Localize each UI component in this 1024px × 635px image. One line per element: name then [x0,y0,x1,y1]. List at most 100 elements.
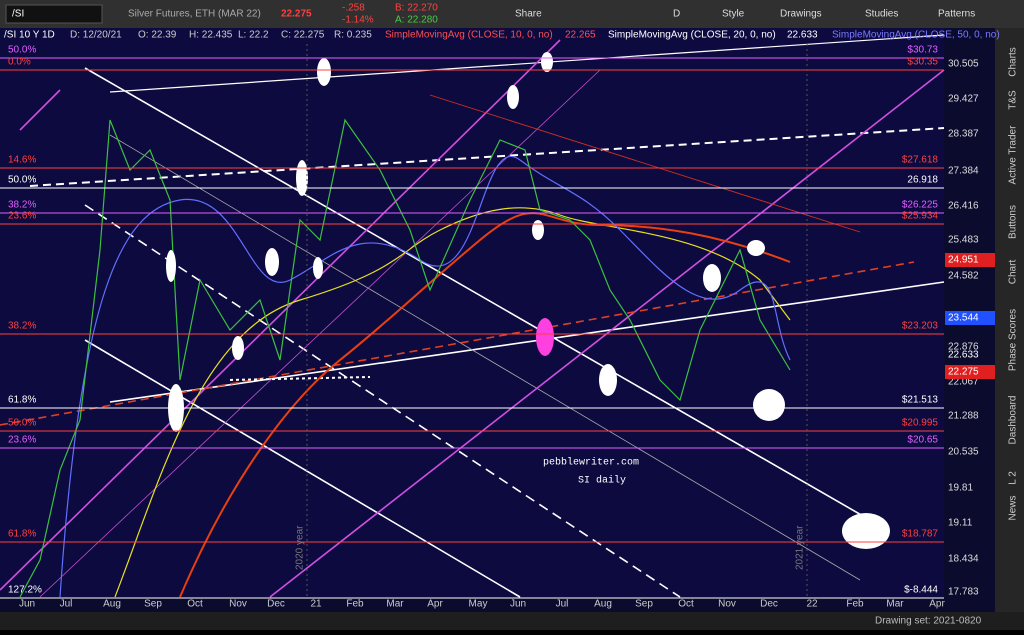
header-field: SimpleMovingAvg (CLOSE, 20, 0, no) [608,30,776,41]
change-pct: -1.14% [342,15,374,26]
toolbar-button[interactable]: Share [515,9,542,20]
price-badge-text: 22.633 [948,350,979,361]
fib-label: 50.0% [8,175,36,186]
year-mark: 2021 year [795,525,806,570]
trendline [84,204,681,598]
price-badge-text: 23.544 [948,313,979,324]
side-tab[interactable]: Charts [1008,47,1019,76]
month-label: Mar [386,599,404,610]
footer: Drawing set: 2021-0820 [875,616,982,627]
fib-label: 50.0% [8,45,36,56]
fib-price: $27.618 [902,155,939,166]
side-tab[interactable]: Phase Scores [1008,309,1019,371]
month-label: Sep [635,599,653,610]
markers [166,52,890,549]
price-tick: 18.434 [948,554,979,565]
side-tab[interactable]: T&S [1008,90,1019,110]
month-label: 22 [806,599,818,610]
trendline [0,261,915,426]
change: -.258 [342,3,365,14]
trendline [84,67,871,521]
ask: A: 22.280 [395,15,438,26]
price-badge-text: 22.275 [948,367,979,378]
fib-price: $26.225 [902,200,939,211]
month-label: Feb [346,599,364,610]
toolbar-button[interactable]: Studies [865,9,898,20]
month-label: 21 [310,599,322,610]
month-label: May [469,599,488,610]
side-tab[interactable]: Active Trader [1008,125,1019,185]
fib-label: 23.6% [8,211,36,222]
price-tick: 28.387 [948,129,979,140]
fib-label: 61.8% [8,395,36,406]
side-tab[interactable]: Dashboard [1008,396,1019,445]
year-mark: 2020 year [295,525,306,570]
month-label: Jul [556,599,569,610]
chart-area [0,28,995,597]
price-tick: 22.876 [948,342,979,353]
price-tick: 30.505 [948,59,979,70]
trendline [0,39,561,591]
price-tick: 19.11 [948,518,973,529]
month-label: Feb [846,599,864,610]
price-tick: 17.783 [948,587,979,598]
fib-label: 127.2% [8,585,42,596]
last-price: 22.275 [281,9,312,20]
moving-average [59,156,791,598]
price-tick: 19.81 [948,483,973,494]
drawings [0,34,945,598]
month-label: Apr [929,599,945,610]
toolbar-button[interactable]: D [673,9,680,20]
symbol-box[interactable] [5,4,103,24]
month-label: Apr [427,599,443,610]
trendline [229,376,371,381]
price-badge [945,311,995,325]
month-label: Jul [60,599,73,610]
month-label: Aug [594,599,612,610]
trendline [429,94,861,233]
fib-price: $-8.444 [904,585,938,596]
fib-label: 23.6% [8,435,36,446]
moving-average [179,212,791,598]
month-label: Jun [510,599,526,610]
fib-price: 26.918 [907,175,938,186]
header-field: C: 22.275 [281,30,325,41]
month-label: Oct [678,599,694,610]
header-field: L: 22.2 [238,30,269,41]
header-field: D: 12/20/21 [70,30,122,41]
side-tab[interactable]: News [1008,495,1019,520]
month-label: Nov [229,599,247,610]
month-label: Dec [267,599,285,610]
month-label: Mar [886,599,904,610]
fib-label: 14.6% [8,155,36,166]
header-field: SimpleMovingAvg (CLOSE, 10, 0, no) [385,30,553,41]
price-badge-text: 24.951 [948,255,979,266]
trendline [84,339,521,598]
side-tab[interactable]: L 2 [1008,471,1019,485]
side-tab[interactable]: Chart [1008,260,1019,285]
description: Silver Futures, ETH (MAR 22) [128,9,261,20]
header-field: O: 22.39 [138,30,177,41]
fib-label: 61.8% [8,529,36,540]
trendline [109,134,861,581]
trendline [109,281,945,403]
price-tick: 24.582 [948,271,979,282]
status-bar [0,612,1024,630]
month-label: Nov [718,599,736,610]
trendline [19,89,61,131]
annotation: SI daily [578,475,626,487]
toolbar-button[interactable]: Patterns [938,9,975,20]
month-label: Aug [103,599,121,610]
toolbar-button[interactable]: Style [722,9,745,20]
price-badge [945,253,995,267]
fib-price: $25.934 [902,211,939,222]
toolbar-button[interactable]: Drawings [780,9,822,20]
fib-label: 38.2% [8,321,36,332]
trendline [29,127,945,187]
header-field: /SI 10 Y 1D [4,30,55,41]
side-tab[interactable]: Buttons [1008,205,1019,239]
time-axis [0,597,995,612]
price-tick: 21.288 [948,411,979,422]
header-field: 22.265 [565,30,596,41]
